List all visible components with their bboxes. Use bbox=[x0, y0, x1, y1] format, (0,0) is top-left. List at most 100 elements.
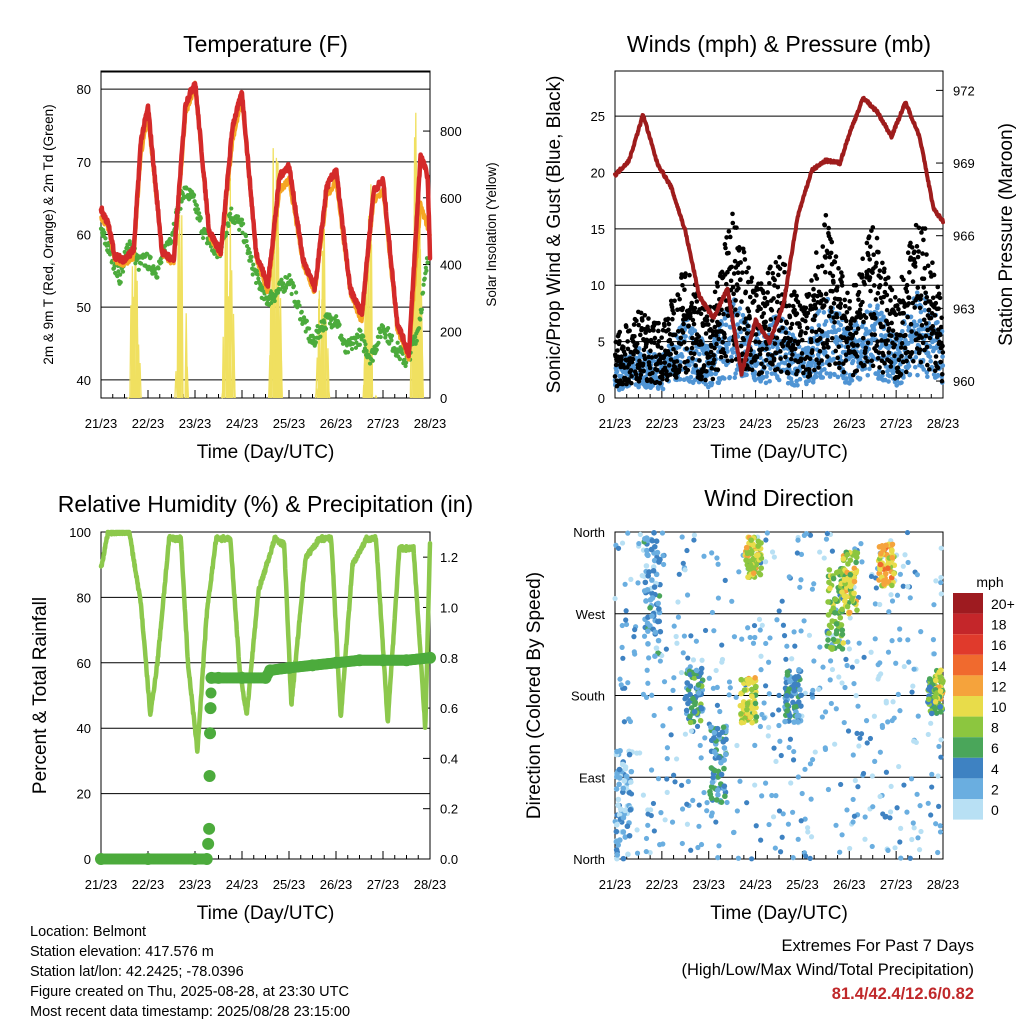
direction-point bbox=[619, 644, 625, 650]
rh-line bbox=[98, 529, 433, 754]
direction-point bbox=[631, 634, 637, 640]
direction-point bbox=[701, 553, 707, 559]
direction-point bbox=[684, 547, 690, 554]
solar-spike bbox=[229, 178, 232, 399]
gust-point bbox=[668, 351, 673, 357]
gust-point bbox=[821, 303, 827, 308]
dewpoint-point bbox=[229, 206, 234, 211]
gust-point bbox=[936, 306, 941, 311]
gust-point bbox=[675, 329, 681, 334]
direction-point bbox=[715, 561, 721, 567]
direction-point bbox=[765, 733, 771, 739]
dewpoint-point bbox=[328, 314, 333, 320]
direction-point bbox=[897, 708, 903, 714]
direction-point bbox=[862, 814, 868, 820]
dewpoint-point bbox=[421, 282, 426, 287]
x-tick-label: 27/23 bbox=[880, 416, 913, 431]
gust-point bbox=[612, 374, 618, 379]
gust-point bbox=[674, 359, 680, 364]
wind-point bbox=[935, 319, 940, 325]
gust-point bbox=[778, 356, 783, 361]
direction-point bbox=[880, 577, 887, 584]
gust-point bbox=[826, 225, 831, 231]
gust-point bbox=[737, 325, 743, 331]
y-right-tick-label: 400 bbox=[440, 258, 462, 273]
gust-point bbox=[918, 347, 923, 353]
gust-point bbox=[727, 234, 733, 240]
direction-point bbox=[931, 651, 937, 657]
direction-point bbox=[678, 669, 685, 676]
wind-point bbox=[744, 372, 749, 378]
gust-point bbox=[690, 335, 695, 341]
gust-point bbox=[726, 229, 732, 234]
gust-point bbox=[881, 353, 886, 358]
direction-point bbox=[627, 807, 634, 813]
direction-point bbox=[688, 847, 694, 853]
direction-point bbox=[836, 674, 842, 680]
direction-point bbox=[791, 704, 798, 710]
y-tick-label: 80 bbox=[77, 82, 91, 97]
direction-point bbox=[787, 678, 793, 685]
direction-point bbox=[715, 787, 721, 793]
legend-swatch bbox=[953, 593, 983, 614]
direction-point bbox=[938, 591, 944, 597]
dewpoint-point bbox=[246, 246, 251, 252]
gust-point bbox=[630, 339, 636, 344]
direction-point bbox=[937, 688, 944, 694]
direction-point bbox=[790, 757, 797, 763]
dewpoint-point bbox=[299, 309, 304, 315]
gust-point bbox=[808, 339, 814, 345]
gust-point bbox=[648, 348, 653, 354]
direction-point bbox=[906, 659, 912, 665]
wind-point bbox=[782, 360, 788, 366]
direction-point bbox=[659, 530, 666, 536]
direction-point bbox=[786, 744, 792, 751]
legend-label: 20+ bbox=[991, 596, 1015, 612]
direction-point bbox=[828, 624, 835, 631]
gust-point bbox=[668, 357, 674, 362]
direction-point bbox=[897, 626, 903, 632]
direction-point bbox=[825, 786, 832, 793]
solar-spike bbox=[231, 357, 236, 399]
y-axis-label: Sonic/Prop Wind & Gust (Blue, Black) bbox=[544, 76, 565, 394]
direction-point bbox=[851, 813, 858, 819]
dewpoint-point bbox=[191, 192, 197, 198]
direction-point bbox=[798, 703, 804, 709]
direction-point bbox=[673, 633, 679, 640]
y-right-tick-label: 600 bbox=[440, 191, 462, 206]
dewpoint-point bbox=[247, 250, 252, 255]
wind-point bbox=[821, 310, 827, 315]
y-tick-label: 100 bbox=[69, 525, 91, 540]
direction-point bbox=[895, 691, 901, 697]
gust-point bbox=[832, 319, 837, 325]
wind-point bbox=[857, 337, 863, 343]
dewpoint-point bbox=[296, 299, 301, 304]
wind-point bbox=[679, 354, 685, 359]
direction-point bbox=[794, 550, 800, 556]
gust-point bbox=[773, 260, 779, 265]
winds-pressure-panel: Winds (mph) & Pressure (mb)21/23 22/23 23/… bbox=[544, 31, 1017, 463]
direction-point bbox=[649, 577, 655, 583]
gust-point bbox=[828, 305, 834, 310]
wind-point bbox=[689, 331, 695, 336]
direction-point bbox=[763, 537, 769, 543]
direction-point bbox=[680, 650, 686, 656]
x-axis-label: Time (Day/UTC) bbox=[710, 903, 848, 924]
solar-spike bbox=[220, 395, 224, 399]
solar-spike bbox=[177, 255, 182, 399]
dewpoint-point bbox=[387, 341, 392, 346]
gust-point bbox=[738, 260, 743, 265]
dewpoint-point bbox=[226, 223, 231, 228]
gust-point bbox=[857, 307, 863, 313]
gust-point bbox=[699, 374, 704, 380]
gust-point bbox=[917, 305, 923, 311]
direction-point bbox=[632, 627, 638, 633]
dewpoint-point bbox=[103, 236, 108, 241]
direction-point bbox=[937, 823, 943, 829]
direction-point bbox=[882, 814, 888, 820]
direction-point bbox=[796, 667, 802, 673]
gust-point bbox=[861, 319, 866, 325]
gust-point bbox=[924, 252, 929, 257]
dewpoint-point bbox=[334, 314, 339, 319]
dewpoint-point bbox=[198, 216, 203, 221]
